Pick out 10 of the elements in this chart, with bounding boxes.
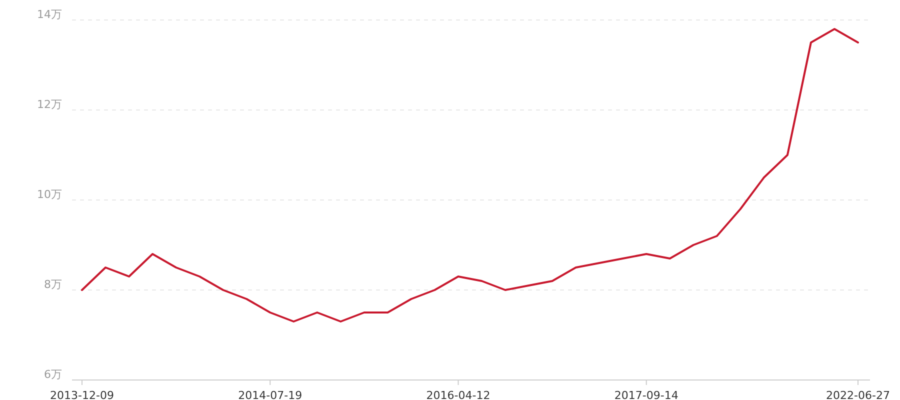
x-tick-label: 2013-12-09 <box>50 389 114 400</box>
y-tick-label: 6万 <box>44 368 62 381</box>
y-tick-label: 14万 <box>37 8 62 21</box>
x-tick-label: 2016-04-12 <box>426 389 490 400</box>
y-tick-label: 8万 <box>44 278 62 291</box>
x-tick-label: 2017-09-14 <box>614 389 678 400</box>
x-tick-label: 2022-06-27 <box>826 389 890 400</box>
y-tick-label: 12万 <box>37 98 62 111</box>
y-tick-label: 10万 <box>37 188 62 201</box>
x-tick-label: 2014-07-19 <box>238 389 302 400</box>
